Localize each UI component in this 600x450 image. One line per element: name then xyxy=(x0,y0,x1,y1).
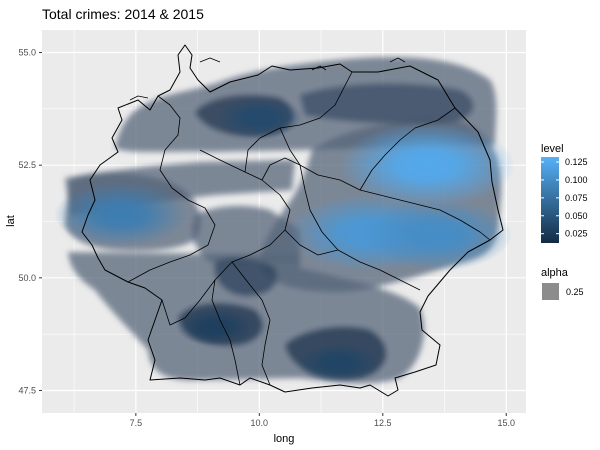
x-tick-label: 15.0 xyxy=(497,418,515,428)
y-tick-label: 50.0 xyxy=(18,273,36,283)
density-hotspot xyxy=(53,182,189,247)
x-tick-label: 12.5 xyxy=(374,418,392,428)
legend-level-label: 0.075 xyxy=(565,193,588,203)
legend-level-label: 0.125 xyxy=(565,157,588,167)
germany-outline xyxy=(81,44,504,397)
density-hotspot xyxy=(297,343,380,384)
y-tick-label: 52.5 xyxy=(18,160,36,170)
density-hotspot xyxy=(176,309,254,346)
density-region-center xyxy=(192,205,300,262)
legend-colorbar xyxy=(541,157,559,243)
coastal-islands xyxy=(129,57,406,101)
state-boundaries xyxy=(127,71,491,386)
legend-level-ticks: 0.125 0.100 0.075 0.050 0.025 xyxy=(541,157,588,239)
x-axis-title: long xyxy=(274,433,295,445)
x-axis: 7.5 10.0 12.5 15.0 xyxy=(130,413,515,428)
density-region-frankfurt xyxy=(214,258,277,296)
y-axis-title: lat xyxy=(5,215,17,227)
y-axis: 47.5 50.0 52.5 55.0 xyxy=(18,48,42,395)
germany-border xyxy=(81,44,504,397)
legend-level-label: 0.100 xyxy=(565,175,588,185)
chart-title: Total crimes: 2014 & 2015 xyxy=(42,6,204,22)
legend-alpha-label: 0.25 xyxy=(566,287,584,297)
legend-alpha-title: alpha xyxy=(541,267,569,279)
density-layer xyxy=(53,44,516,397)
density-hotspot xyxy=(362,199,513,272)
legend-level-label: 0.050 xyxy=(565,211,588,221)
y-tick-label: 55.0 xyxy=(18,48,36,58)
density-hotspot xyxy=(215,96,303,139)
density-region-berlin-band xyxy=(300,83,474,124)
density-hotspots xyxy=(53,96,516,384)
legend-alpha-swatch xyxy=(542,283,559,300)
y-tick-label: 47.5 xyxy=(18,385,36,395)
x-tick-label: 10.0 xyxy=(251,418,269,428)
legend-level-label: 0.025 xyxy=(565,229,588,239)
density-hotspot xyxy=(339,122,516,208)
legend-level-title: level xyxy=(541,143,564,155)
legend: level 0.125 0.100 0.075 0.050 0.025 alpha 0.… xyxy=(541,143,588,300)
x-tick-label: 7.5 xyxy=(130,418,143,428)
